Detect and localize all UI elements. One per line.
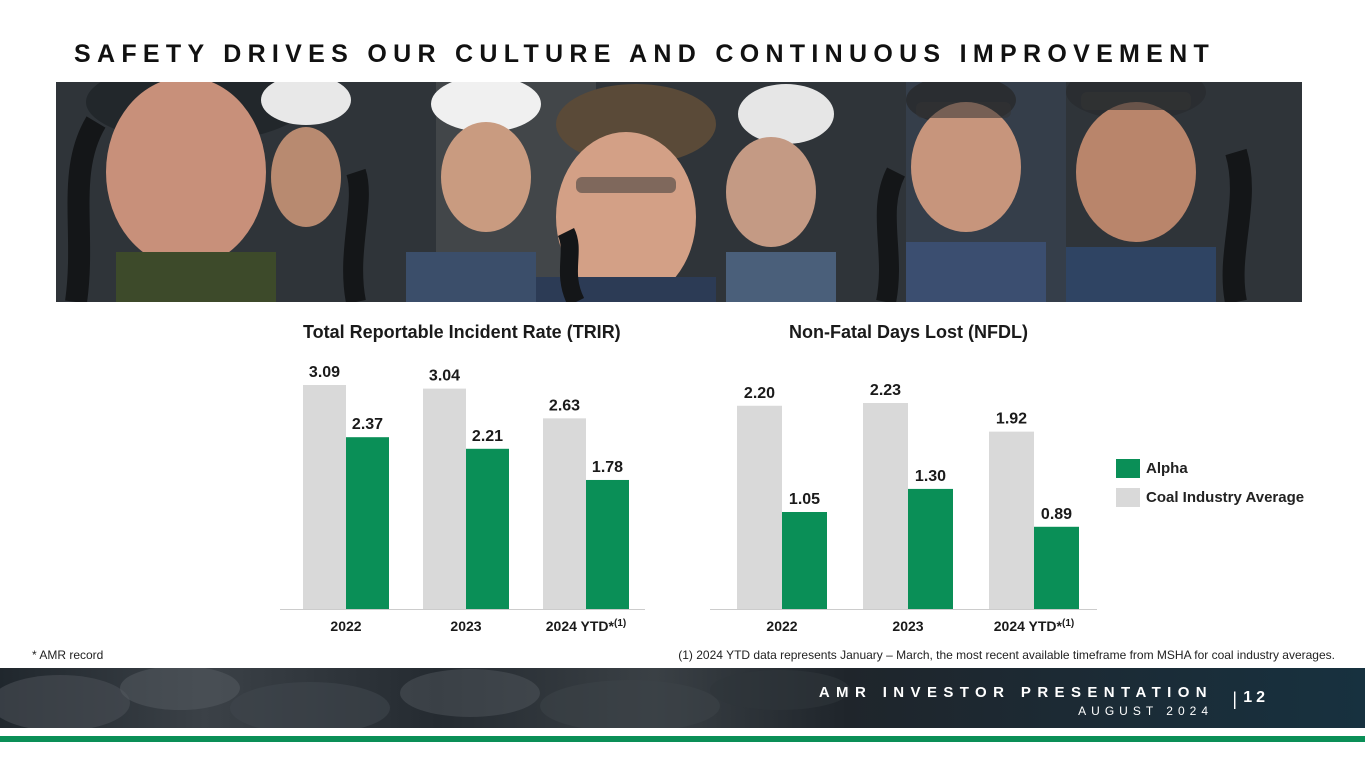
- nfdl-bar-industry-0: [737, 405, 782, 609]
- trir-value-label-industry-0: 3.09: [309, 364, 340, 381]
- trir-value-label-industry-1: 3.04: [429, 368, 460, 385]
- nfdl-chart: Non-Fatal Days Lost (NFDL) 2.20 1.05 2022 2.…: [710, 316, 1110, 646]
- nfdl-category-superscript-2: (1): [1062, 618, 1074, 629]
- trir-bar-alpha-1: [466, 448, 509, 609]
- trir-value-label-alpha-0: 2.37: [352, 416, 383, 433]
- nfdl-value-label-alpha-2: 0.89: [1041, 506, 1072, 523]
- trir-category-label-1: 2023: [450, 618, 481, 634]
- nfdl-category-label-0: 2022: [766, 618, 797, 634]
- miners-photo: [56, 82, 1302, 302]
- nfdl-bar-industry-1: [863, 403, 908, 609]
- trir-chart-svg: Total Reportable Incident Rate (TRIR) 3.0…: [280, 322, 645, 634]
- nfdl-bar-alpha-1: [908, 488, 953, 609]
- trir-value-label-alpha-1: 2.21: [472, 428, 503, 445]
- legend-item-alpha: Alpha: [1116, 454, 1304, 483]
- legend-item-industry: Coal Industry Average: [1116, 483, 1304, 512]
- nfdl-value-label-industry-1: 2.23: [870, 382, 901, 399]
- miners-photo-illustration: [56, 82, 1302, 302]
- footer-separator: |: [1232, 689, 1237, 709]
- nfdl-chart-title: Non-Fatal Days Lost (NFDL): [789, 322, 1028, 342]
- footer-brand: AMR INVESTOR PRESENTATION AUGUST 2024: [819, 684, 1213, 718]
- footer-date: AUGUST 2024: [1078, 704, 1213, 718]
- trir-category-label-2: 2024 YTD*(1): [546, 618, 626, 634]
- legend-swatch-alpha: [1116, 459, 1140, 478]
- trir-chart-title: Total Reportable Incident Rate (TRIR): [303, 322, 621, 342]
- trir-value-label-industry-2: 2.63: [549, 397, 580, 414]
- nfdl-bar-alpha-0: [782, 512, 827, 609]
- footnote-amr-record: * AMR record: [32, 648, 104, 662]
- nfdl-chart-svg: Non-Fatal Days Lost (NFDL) 2.20 1.05 2022 2.…: [710, 322, 1097, 634]
- page-title: SAFETY DRIVES OUR CULTURE AND CONTINUOUS…: [74, 40, 1216, 68]
- nfdl-value-label-alpha-0: 1.05: [789, 491, 820, 508]
- trir-chart: Total Reportable Incident Rate (TRIR) 3.0…: [280, 316, 660, 646]
- footer-presentation-title: AMR INVESTOR PRESENTATION: [818, 684, 1213, 701]
- footer-banner: AMR INVESTOR PRESENTATION AUGUST 2024 | …: [0, 668, 1365, 728]
- chart-legend: Alpha Coal Industry Average: [1116, 454, 1304, 512]
- trir-value-label-alpha-2: 1.78: [592, 459, 623, 476]
- trir-bar-industry-0: [303, 385, 346, 609]
- coal-texture-background: [0, 668, 850, 728]
- nfdl-bar-alpha-2: [1034, 526, 1079, 609]
- nfdl-category-label-1: 2023: [892, 618, 923, 634]
- legend-swatch-industry: [1116, 488, 1140, 507]
- trir-bar-industry-2: [543, 418, 586, 609]
- nfdl-bar-industry-2: [989, 431, 1034, 609]
- nfdl-value-label-industry-0: 2.20: [744, 385, 775, 402]
- trir-bar-alpha-0: [346, 437, 389, 609]
- trir-bar-industry-1: [423, 388, 466, 609]
- trir-category-superscript-2: (1): [614, 618, 626, 629]
- nfdl-value-label-industry-2: 1.92: [996, 411, 1027, 428]
- legend-label-industry: Coal Industry Average: [1146, 489, 1305, 506]
- nfdl-category-label-2: 2024 YTD*(1): [994, 618, 1074, 634]
- footnote-ytd-source: (1) 2024 YTD data represents January – M…: [678, 648, 1335, 662]
- trir-category-label-0: 2022: [330, 618, 361, 634]
- page-number: 12: [1243, 689, 1269, 706]
- trir-bar-alpha-2: [586, 479, 629, 609]
- footer-green-stripe: [0, 736, 1365, 742]
- legend-label-alpha: Alpha: [1146, 460, 1188, 477]
- nfdl-value-label-alpha-1: 1.30: [915, 468, 946, 485]
